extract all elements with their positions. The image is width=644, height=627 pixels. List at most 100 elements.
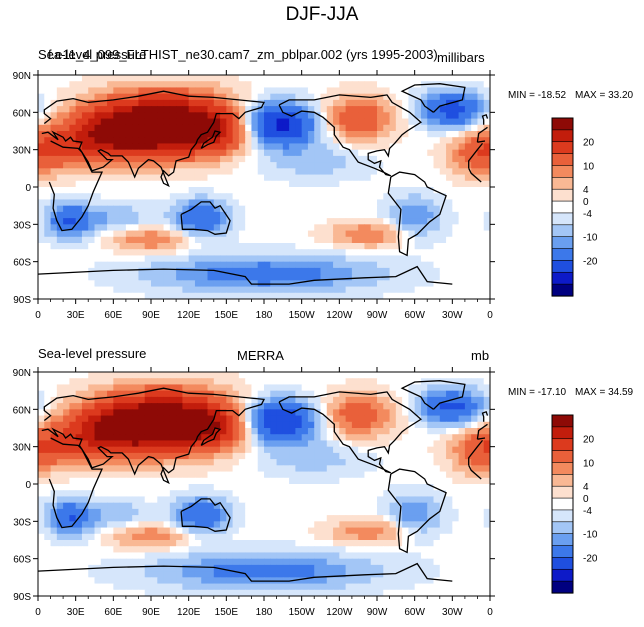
field-cell	[345, 99, 353, 107]
field-cell	[113, 274, 121, 281]
field-cell	[182, 421, 190, 429]
field-cell	[483, 211, 490, 219]
field-cell	[63, 540, 70, 547]
field-cell	[257, 75, 265, 82]
field-cell	[307, 372, 315, 379]
field-cell	[307, 508, 315, 516]
field-cell	[75, 236, 83, 244]
field-cell	[207, 124, 215, 132]
field-cell	[345, 434, 353, 442]
field-cell	[395, 496, 403, 504]
field-cell	[314, 452, 322, 460]
field-cell	[107, 174, 114, 182]
field-cell	[157, 428, 165, 435]
field-cell	[389, 267, 397, 275]
field-cell	[257, 149, 265, 157]
field-cell	[220, 452, 227, 460]
field-cell	[339, 471, 347, 479]
field-cell	[464, 255, 472, 263]
field-cell	[339, 255, 347, 263]
field-cell	[483, 465, 490, 473]
field-cell	[339, 112, 347, 120]
field-cell	[75, 99, 83, 107]
field-cell	[50, 372, 58, 379]
field-cell	[56, 403, 64, 410]
field-cell	[333, 292, 340, 299]
field-cell	[63, 224, 70, 232]
field-cell	[107, 162, 114, 169]
field-cell	[94, 243, 102, 250]
field-cell	[326, 249, 334, 257]
field-cell	[301, 168, 309, 176]
field-cell	[289, 527, 296, 535]
field-cell	[295, 490, 303, 498]
field-cell	[377, 434, 384, 442]
field-cell	[301, 403, 309, 410]
field-cell	[370, 484, 378, 491]
field-cell	[125, 446, 133, 454]
field-cell	[220, 286, 227, 294]
field-cell	[270, 477, 278, 485]
field-cell	[226, 280, 234, 288]
field-cell	[420, 149, 428, 157]
field-cell	[94, 490, 102, 498]
field-cell	[125, 564, 133, 572]
field-cell	[307, 378, 315, 386]
field-cell	[339, 131, 347, 138]
field-cell	[364, 421, 372, 429]
field-cell	[420, 99, 428, 107]
field-cell	[314, 446, 322, 454]
field-cell	[119, 390, 127, 398]
field-cell	[151, 99, 158, 107]
field-cell	[433, 93, 441, 101]
field-cell	[270, 93, 278, 101]
field-cell	[132, 533, 140, 541]
field-cell	[151, 292, 158, 299]
field-cell	[333, 452, 340, 460]
field-cell	[377, 502, 384, 510]
field-cell	[251, 143, 259, 151]
field-cell	[157, 390, 165, 398]
field-cell	[351, 521, 359, 529]
field-cell	[377, 527, 384, 535]
field-cell	[320, 75, 328, 82]
field-cell	[351, 87, 359, 95]
field-cell	[483, 81, 490, 89]
field-cell	[364, 205, 372, 213]
field-cell	[383, 409, 391, 417]
field-cell	[320, 378, 328, 386]
field-cell	[163, 292, 171, 299]
field-cell	[88, 211, 96, 219]
field-cell	[314, 193, 322, 201]
field-cell	[132, 267, 140, 275]
field-cell	[364, 540, 372, 547]
field-cell	[226, 106, 234, 113]
field-cell	[201, 211, 209, 219]
field-cell	[452, 521, 460, 529]
field-cell	[226, 81, 234, 89]
field-cell	[477, 502, 485, 510]
field-cell	[339, 93, 347, 101]
field-cell	[345, 390, 353, 398]
field-cell	[107, 93, 114, 101]
field-cell	[38, 484, 45, 491]
field-cell	[245, 193, 253, 201]
lon-tick-label: 30E	[67, 310, 85, 321]
field-cell	[151, 421, 158, 429]
field-cell	[314, 230, 322, 238]
field-cell	[358, 218, 366, 225]
field-cell	[446, 149, 453, 157]
field-cell	[138, 558, 146, 566]
field-cell	[113, 81, 121, 89]
field-cell	[44, 199, 52, 207]
field-cell	[151, 267, 158, 275]
field-cell	[458, 471, 466, 479]
field-cell	[94, 199, 102, 207]
field-cell	[138, 384, 146, 392]
field-cell	[44, 143, 52, 151]
field-cell	[38, 564, 45, 572]
field-cell	[282, 174, 290, 182]
field-cell	[226, 533, 234, 541]
field-cell	[132, 421, 140, 429]
field-cell	[446, 267, 453, 275]
